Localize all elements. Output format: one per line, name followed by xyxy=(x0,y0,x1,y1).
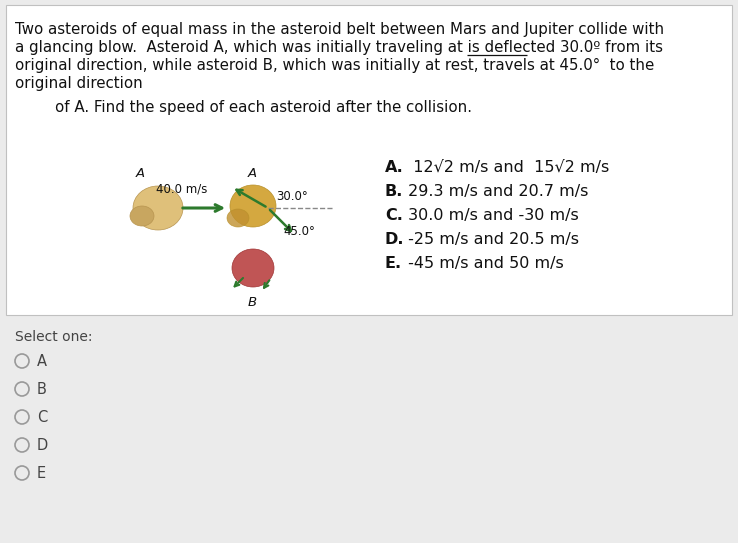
Text: 45.0°: 45.0° xyxy=(283,225,315,238)
Text: C.: C. xyxy=(385,208,403,223)
Text: -25 m/s and 20.5 m/s: -25 m/s and 20.5 m/s xyxy=(403,232,579,247)
Ellipse shape xyxy=(230,185,276,227)
Text: a glancing blow.  Asteroid A, which was initially traveling at is deflected 30.0: a glancing blow. Asteroid A, which was i… xyxy=(15,40,663,55)
Text: 29.3 m/s and 20.7 m/s: 29.3 m/s and 20.7 m/s xyxy=(403,184,588,199)
Text: 40.0 m/s: 40.0 m/s xyxy=(156,182,207,195)
Text: A: A xyxy=(37,353,47,369)
Text: C: C xyxy=(37,409,47,425)
Text: 12√2 m/s and  15√2 m/s: 12√2 m/s and 15√2 m/s xyxy=(403,160,610,175)
Ellipse shape xyxy=(227,209,249,227)
Text: B: B xyxy=(37,382,47,396)
Text: original direction, while asteroid B, which was initially at rest, travels at 45: original direction, while asteroid B, wh… xyxy=(15,58,655,73)
Ellipse shape xyxy=(130,206,154,226)
FancyBboxPatch shape xyxy=(6,5,732,315)
Text: of A. Find the speed of each asteroid after the collision.: of A. Find the speed of each asteroid af… xyxy=(55,100,472,115)
Text: original direction: original direction xyxy=(15,76,142,91)
Text: 30.0°: 30.0° xyxy=(276,190,308,203)
Text: E.: E. xyxy=(385,256,402,271)
Text: Two asteroids of equal mass in the asteroid belt between Mars and Jupiter collid: Two asteroids of equal mass in the aster… xyxy=(15,22,664,37)
Ellipse shape xyxy=(133,186,183,230)
Text: A.: A. xyxy=(385,160,404,175)
Text: B: B xyxy=(248,296,257,309)
Text: D: D xyxy=(37,438,48,452)
Text: Select one:: Select one: xyxy=(15,330,92,344)
Text: A: A xyxy=(248,167,257,180)
Ellipse shape xyxy=(232,249,274,287)
Text: -45 m/s and 50 m/s: -45 m/s and 50 m/s xyxy=(403,256,564,271)
Text: E: E xyxy=(37,465,46,481)
Text: D.: D. xyxy=(385,232,404,247)
Text: 30.0 m/s and -30 m/s: 30.0 m/s and -30 m/s xyxy=(403,208,579,223)
Text: B.: B. xyxy=(385,184,404,199)
Text: A: A xyxy=(136,167,145,180)
